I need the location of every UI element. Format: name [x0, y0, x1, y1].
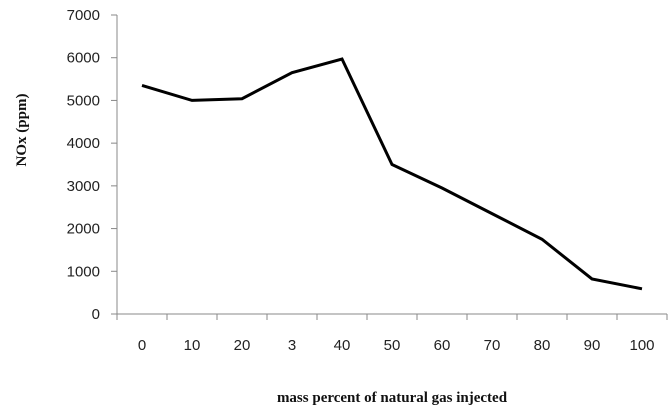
y-tick-label: 7000	[67, 7, 100, 24]
series-layer	[141, 57, 643, 291]
x-axis: 0 10 20 3 40 50 60 70 80 90 100	[116, 313, 668, 354]
y-tick-label: 0	[92, 306, 100, 323]
x-tick-label: 80	[534, 337, 551, 354]
x-tick-label: 70	[484, 337, 501, 354]
x-tick-label: 50	[384, 337, 401, 354]
x-tick-label: 100	[629, 337, 654, 354]
x-axis-title: mass percent of natural gas injected	[277, 390, 508, 406]
y-tick-label: 1000	[67, 263, 100, 280]
x-tick-label: 0	[138, 337, 146, 354]
y-tick-label: 5000	[67, 92, 100, 109]
x-tick-label: 90	[584, 337, 601, 354]
y-tick-label: 6000	[67, 50, 100, 67]
x-tick-label: 20	[234, 337, 251, 354]
x-tick-label: 3	[288, 337, 296, 354]
y-tick-label: 3000	[67, 178, 100, 195]
y-axis: 0 1000 2000 3000 4000 5000 6000 7000	[67, 7, 118, 323]
y-tick-label: 4000	[67, 135, 100, 152]
y-tick-label: 2000	[67, 221, 100, 238]
y-axis-title: NOx (ppm)	[14, 94, 30, 167]
x-tick-label: 60	[434, 337, 451, 354]
x-tick-label: 10	[184, 337, 201, 354]
x-tick-label: 40	[334, 337, 351, 354]
series-line	[141, 57, 643, 291]
